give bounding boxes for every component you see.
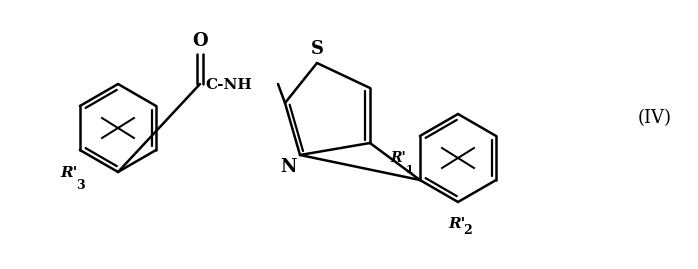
Text: R': R' [448,217,466,231]
Text: 1: 1 [406,164,414,175]
Text: C-NH: C-NH [205,78,252,92]
Text: (IV): (IV) [638,109,672,127]
Text: S: S [311,40,323,58]
Text: O: O [192,32,208,50]
Text: 2: 2 [463,224,472,237]
Text: N: N [281,158,297,176]
Text: R': R' [390,151,406,165]
Text: 3: 3 [76,179,84,192]
Text: R': R' [60,166,77,180]
